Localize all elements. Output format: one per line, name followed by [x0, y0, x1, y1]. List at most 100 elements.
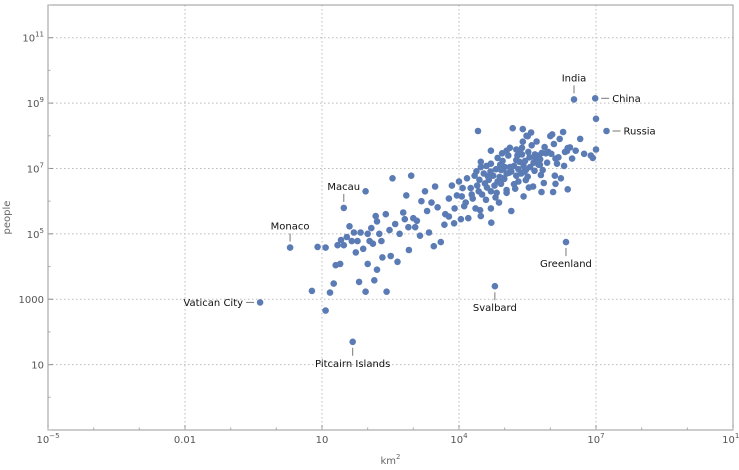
annotation-label: India — [562, 73, 587, 84]
y-tick-label: 107 — [27, 161, 44, 175]
data-point — [391, 220, 399, 228]
annotation-label: Russia — [624, 126, 656, 137]
data-point — [373, 266, 381, 274]
x-tick-label: 10 — [316, 435, 329, 446]
data-point — [561, 148, 569, 156]
data-point — [434, 204, 441, 211]
data-point — [448, 182, 456, 189]
data-point — [551, 172, 559, 179]
data-point — [473, 168, 480, 175]
x-tick-label: 107 — [587, 432, 604, 446]
data-point — [308, 287, 316, 295]
data-point — [549, 188, 557, 196]
data-point — [352, 249, 360, 256]
data-point — [386, 226, 393, 234]
data-point — [518, 144, 526, 152]
y-tick-label: 10 — [31, 361, 44, 372]
data-point — [499, 157, 506, 165]
data-point — [524, 173, 531, 180]
data-point — [487, 205, 495, 212]
data-point — [371, 277, 378, 284]
data-point — [476, 206, 484, 214]
data-point — [359, 245, 367, 253]
data-point — [455, 178, 463, 185]
data-point — [553, 160, 561, 167]
data-point — [556, 135, 563, 143]
data-point — [480, 170, 488, 177]
annotation-label: Svalbard — [473, 303, 517, 314]
data-point — [334, 241, 341, 249]
data-point — [541, 143, 548, 151]
data-point — [355, 278, 363, 286]
data-point — [350, 229, 358, 236]
data-point — [362, 188, 369, 195]
data-point — [521, 157, 529, 165]
data-point — [548, 150, 555, 158]
data-point — [465, 214, 472, 222]
data-point — [458, 193, 466, 200]
data-point — [494, 154, 501, 162]
data-point — [513, 156, 520, 164]
data-point — [346, 223, 353, 230]
data-point — [457, 215, 465, 223]
data-point — [568, 155, 576, 162]
data-point — [505, 169, 513, 176]
data-point — [364, 260, 372, 268]
y-tick-label: 105 — [27, 227, 44, 241]
data-point — [576, 135, 584, 143]
data-point — [357, 229, 364, 236]
data-point — [362, 288, 369, 296]
data-point — [562, 238, 570, 246]
data-point — [431, 183, 439, 190]
data-point — [587, 152, 595, 159]
data-point — [526, 154, 533, 161]
data-point — [364, 230, 372, 238]
data-point — [459, 184, 466, 192]
data-point — [401, 215, 409, 223]
data-point — [580, 150, 588, 158]
data-point — [354, 237, 361, 245]
x-tick-label: 104 — [450, 432, 468, 446]
data-point — [559, 128, 567, 136]
data-point — [520, 162, 527, 170]
data-point — [450, 220, 458, 227]
data-point — [474, 127, 482, 135]
data-point — [519, 125, 527, 133]
data-point — [560, 162, 568, 170]
data-point — [520, 193, 527, 200]
data-point — [497, 180, 505, 188]
data-point — [286, 244, 294, 251]
data-point — [529, 183, 537, 190]
data-point — [491, 182, 498, 189]
data-point — [495, 199, 503, 206]
data-point — [423, 207, 431, 215]
data-point — [557, 175, 565, 182]
data-point — [532, 155, 539, 162]
annotations: China India Russia Macau Monaco Greenland Vati… — [183, 73, 655, 369]
data-point — [515, 165, 522, 173]
data-point — [492, 194, 499, 201]
data-point — [396, 230, 403, 238]
x-tick-label: 0.01 — [174, 435, 196, 446]
data-point — [437, 238, 445, 246]
data-point — [603, 127, 610, 135]
data-point — [537, 171, 545, 179]
data-point — [378, 237, 385, 245]
data-point — [383, 288, 390, 296]
y-tick-label: 1000 — [19, 295, 44, 306]
data-point — [473, 182, 481, 189]
data-point — [539, 166, 546, 174]
data-point — [525, 148, 532, 156]
annotation-label: Pitcairn Islands — [315, 359, 390, 370]
data-point — [487, 147, 495, 154]
data-point — [343, 233, 351, 241]
data-point — [411, 223, 419, 231]
data-point — [416, 232, 424, 239]
annotation-label: Macau — [327, 182, 360, 193]
data-point — [340, 204, 348, 212]
data-point — [543, 159, 551, 166]
data-point — [547, 132, 554, 140]
data-point — [492, 165, 500, 173]
data-point — [418, 197, 425, 205]
